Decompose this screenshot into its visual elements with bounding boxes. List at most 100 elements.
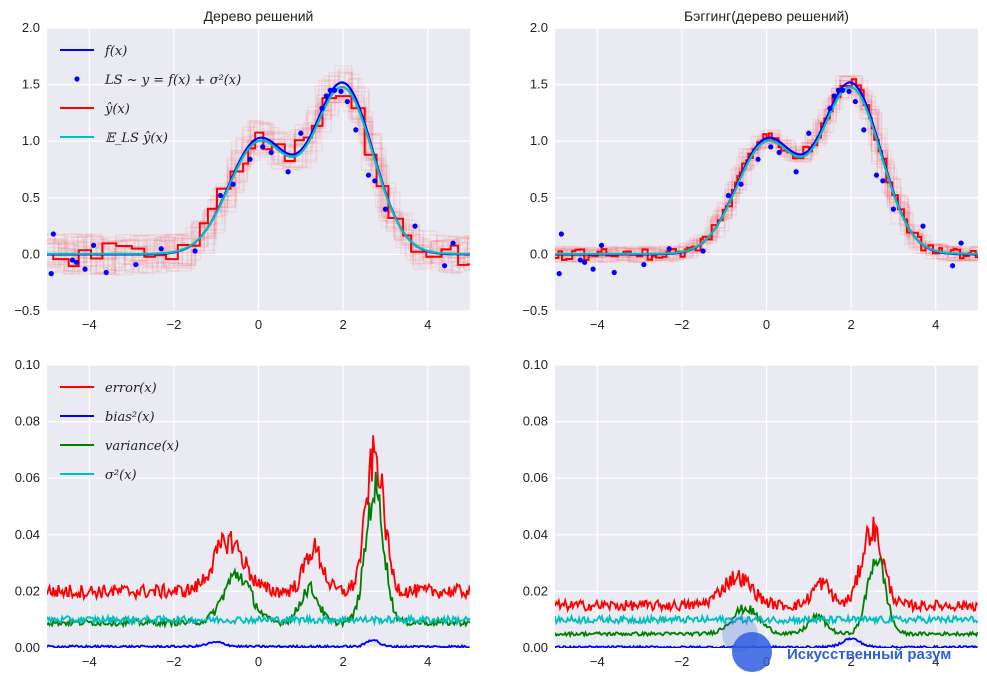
data-point	[725, 192, 732, 199]
x-tick-label: 4	[932, 317, 939, 332]
data-point	[50, 231, 56, 237]
data-point	[768, 144, 774, 150]
y-tick-label: 0.04	[15, 527, 40, 542]
data-point	[323, 93, 329, 99]
data-point	[338, 88, 344, 94]
x-tick-label: 0	[255, 317, 262, 332]
data-point	[247, 156, 253, 162]
data-point	[344, 98, 350, 105]
data-point	[133, 261, 139, 268]
x-tick-label: 4	[932, 654, 939, 669]
x-tick-label: 0	[763, 317, 770, 332]
data-point	[192, 248, 198, 254]
data-point	[69, 257, 75, 263]
data-point	[450, 240, 456, 246]
y-tick-label: −0.5	[522, 303, 548, 318]
data-point	[852, 98, 858, 105]
y-tick-label: 0.00	[523, 640, 548, 655]
legend-label: σ²(x)	[105, 468, 137, 483]
subplot-2: −4 −2 0 2 4 −0.5 0.0 0.5 1.0 1.5 2.0 Бэггинг(дерево…	[522, 8, 978, 332]
subplot-1: −4 −2 0 2 4 −0.5 0.0 0.5 1.0 1.5 2.0 Дерево решений…	[14, 8, 470, 332]
subplot-title: Бэггинг(дерево решений)	[684, 8, 849, 24]
data-point	[158, 246, 164, 252]
series-variance	[555, 557, 978, 639]
legend-label: 𝔼_LS ŷ(x)	[105, 131, 168, 146]
y-tick-label: 1.5	[530, 77, 548, 92]
y-tick-label: 0.0	[22, 246, 40, 261]
data-point	[48, 271, 54, 277]
y-tick-label: 0.04	[523, 527, 548, 542]
legend-label: ŷ(x)	[104, 102, 130, 117]
x-tick-label: 0	[255, 654, 262, 669]
data-point	[260, 144, 266, 150]
series-mean-prediction	[555, 86, 978, 255]
x-tick-label: 2	[339, 654, 346, 669]
data-point	[666, 246, 672, 252]
data-point	[74, 259, 80, 265]
series-bias	[47, 639, 470, 648]
ensemble-trace	[47, 88, 470, 272]
data-point	[890, 206, 897, 212]
data-point	[558, 231, 564, 237]
plot-area	[47, 65, 470, 277]
x-tick-label: −4	[590, 654, 605, 669]
data-point	[365, 172, 372, 178]
legend-label: bias²(x)	[105, 410, 155, 425]
y-tick-label: 1.0	[530, 133, 548, 148]
ensemble-trace	[555, 94, 978, 263]
series-error	[47, 435, 470, 602]
data-point	[285, 169, 291, 175]
data-point	[700, 248, 706, 254]
y-tick-label: 0.10	[523, 357, 548, 372]
data-point	[577, 257, 583, 263]
data-point	[582, 259, 588, 265]
data-point	[880, 178, 886, 184]
y-tick-label: 0.5	[22, 190, 40, 205]
ensemble-trace	[47, 83, 470, 272]
plot-area	[47, 435, 470, 648]
data-point	[641, 261, 647, 268]
ensemble-trace	[555, 89, 978, 258]
x-tick-label: −2	[166, 317, 181, 332]
legend: error(x) bias²(x) variance(x) σ²(x)	[60, 381, 179, 483]
watermark-logo	[722, 616, 758, 652]
data-point	[319, 105, 325, 111]
legend-label: f(x)	[104, 44, 127, 59]
x-tick-label: −4	[82, 317, 97, 332]
x-tick-label: −2	[166, 654, 181, 669]
data-point	[590, 266, 596, 272]
y-tick-label: 0.06	[523, 470, 548, 485]
x-tick-label: 2	[339, 317, 346, 332]
y-tick-label: 0.00	[15, 640, 40, 655]
y-tick-label: 0.02	[15, 583, 40, 598]
series-error	[555, 516, 978, 614]
watermark-text: Искусственный разум	[787, 646, 951, 663]
ensemble-trace	[47, 80, 470, 275]
x-tick-label: −4	[590, 317, 605, 332]
data-point	[861, 127, 867, 133]
legend-label: error(x)	[105, 381, 157, 396]
y-tick-label: 0.02	[523, 583, 548, 598]
subplot-3: −4 −2 0 2 4 0.00 0.02 0.04 0.06 0.08 0.10 error(x) b…	[15, 357, 470, 669]
subplot-title: Дерево решений	[204, 8, 314, 24]
y-tick-label: 0.06	[15, 470, 40, 485]
data-point	[835, 87, 842, 93]
plot-area	[555, 75, 978, 277]
watermark: Искусственный разум	[722, 616, 951, 672]
data-point	[755, 156, 761, 162]
data-point	[217, 192, 224, 199]
data-point	[332, 87, 338, 93]
y-tick-label: 0.08	[15, 414, 40, 429]
x-tick-label: −2	[674, 654, 689, 669]
data-point	[353, 127, 359, 133]
data-point	[793, 169, 799, 175]
y-tick-label: 1.5	[22, 77, 40, 92]
ensemble-trace	[47, 71, 470, 275]
ensemble-trace	[555, 85, 978, 263]
ensemble-trace	[47, 80, 470, 274]
x-tick-label: −2	[674, 317, 689, 332]
data-point	[611, 269, 617, 276]
data-point	[268, 149, 274, 156]
